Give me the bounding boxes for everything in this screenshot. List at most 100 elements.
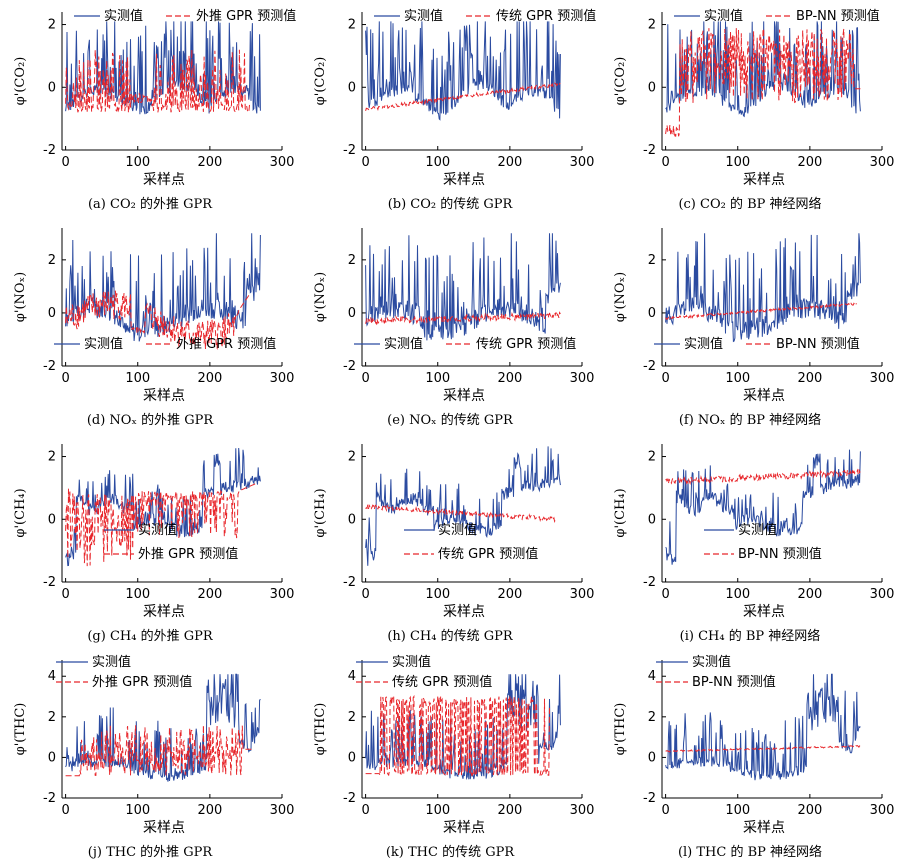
x-axis-label: 采样点: [143, 604, 185, 620]
y-tick-label: -2: [43, 359, 56, 374]
y-tick-label: -2: [643, 143, 656, 158]
series-predicted-line: [65, 482, 257, 567]
y-tick-label: 0: [648, 512, 656, 527]
series-actual-line: [365, 21, 561, 121]
x-tick-label: 100: [725, 371, 750, 386]
legend-pred-label: BP-NN 预测值: [692, 674, 776, 690]
y-tick-label: 2: [48, 18, 56, 33]
y-axis-label: φ'(CO₂): [313, 57, 328, 106]
x-tick-label: 200: [197, 155, 222, 170]
x-axis-label: 采样点: [143, 172, 185, 188]
x-tick-label: 100: [725, 587, 750, 602]
x-tick-label: 0: [361, 155, 369, 170]
x-tick-label: 0: [661, 155, 669, 170]
x-tick-label: 300: [570, 803, 595, 818]
x-tick-label: 300: [270, 371, 295, 386]
series-actual-line: [65, 21, 261, 115]
x-tick-label: 0: [661, 371, 669, 386]
chart-svg-a: -2 0 2 0 100 200 300 采样点 φ'(CO₂) (a) CO₂ 的外推 GPR 实…: [13, 8, 296, 212]
series-predicted-line: [665, 468, 861, 485]
y-tick-label: 4: [348, 669, 356, 684]
chart-svg-g: -2 0 2 0 100 200 300 采样点 φ'(CH₄) (g) CH₄ 的外推 GPR 实…: [13, 444, 294, 644]
series-actual-line: [65, 673, 261, 782]
y-tick-label: -2: [643, 575, 656, 590]
chart-panel-e: -2 0 2 0 100 200 300 采样点 φ'(NOₓ) (e) NOₓ 的传统 GPR 实…: [300, 216, 600, 432]
panel-caption: (e) NOₓ 的传统 GPR: [387, 412, 514, 428]
y-tick-label: -2: [343, 143, 356, 158]
chart-svg-e: -2 0 2 0 100 200 300 采样点 φ'(NOₓ) (e) NOₓ 的传统 GPR 实…: [313, 228, 594, 428]
chart-svg-h: -2 0 2 0 100 200 300 采样点 φ'(CH₄) (h) CH₄ 的传统 GPR 实…: [313, 444, 595, 644]
y-tick-label: 2: [648, 450, 656, 465]
x-tick-label: 0: [361, 803, 369, 818]
legend-pred-label: BP-NN 预测值: [738, 546, 822, 562]
y-tick-label: -2: [43, 575, 56, 590]
x-tick-label: 300: [570, 155, 595, 170]
y-tick-label: -2: [43, 143, 56, 158]
y-axis-label: φ'(THC): [613, 703, 628, 756]
y-tick-label: 2: [348, 450, 356, 465]
chart-svg-c: -2 0 2 0 100 200 300 采样点 φ'(CO₂) (c) CO₂ 的 BP 神经网…: [613, 8, 894, 212]
legend-actual-label: 实测值: [84, 336, 123, 352]
x-tick-label: 0: [61, 587, 69, 602]
legend-actual-label: 实测值: [704, 8, 743, 24]
panel-caption: (c) CO₂ 的 BP 神经网络: [678, 196, 821, 212]
y-tick-label: 2: [648, 710, 656, 725]
panel-caption: (j) THC 的外推 GPR: [88, 844, 214, 860]
y-tick-label: 2: [648, 18, 656, 33]
x-tick-label: 0: [361, 587, 369, 602]
y-axis-label: φ'(THC): [13, 703, 28, 756]
x-tick-label: 0: [61, 803, 69, 818]
x-tick-label: 200: [497, 587, 522, 602]
series-actual-line: [665, 449, 861, 565]
y-tick-label: 0: [48, 750, 56, 765]
y-axis-label: φ'(CH₄): [613, 488, 628, 537]
legend-actual-label: 实测值: [138, 522, 177, 538]
x-tick-label: 300: [870, 587, 895, 602]
x-tick-label: 100: [125, 371, 150, 386]
series-actual-line: [665, 233, 861, 343]
x-tick-label: 200: [797, 371, 822, 386]
x-tick-label: 200: [497, 155, 522, 170]
series-predicted-line: [65, 725, 254, 777]
legend-pred-label: 传统 GPR 预测值: [438, 546, 538, 562]
legend-actual-label: 实测值: [692, 654, 731, 670]
chart-panel-b: -2 0 2 0 100 200 300 采样点 φ'(CO₂) (b) CO₂ 的传统 GPR 实…: [300, 0, 600, 216]
panel-caption: (i) CH₄ 的 BP 神经网络: [680, 628, 821, 644]
x-tick-label: 100: [125, 587, 150, 602]
legend-pred-label: 外推 GPR 预测值: [196, 8, 296, 24]
y-tick-label: 0: [348, 750, 356, 765]
y-tick-label: 2: [48, 450, 56, 465]
y-tick-label: 2: [348, 710, 356, 725]
chart-svg-f: -2 0 2 0 100 200 300 采样点 φ'(NOₓ) (f) NOₓ 的 BP 神经网…: [613, 228, 895, 428]
y-tick-label: 0: [48, 306, 56, 321]
legend-pred-label: 外推 GPR 预测值: [176, 336, 276, 352]
chart-panel-h: -2 0 2 0 100 200 300 采样点 φ'(CH₄) (h) CH₄ 的传统 GPR 实…: [300, 432, 600, 648]
y-axis-label: φ'(NOₓ): [13, 272, 28, 322]
x-tick-label: 100: [125, 803, 150, 818]
y-axis-label: φ'(CH₄): [313, 488, 328, 537]
panel-caption: (h) CH₄ 的传统 GPR: [387, 628, 514, 644]
chart-panel-a: -2 0 2 0 100 200 300 采样点 φ'(CO₂) (a) CO₂ 的外推 GPR 实…: [0, 0, 300, 216]
x-axis-label: 采样点: [143, 820, 185, 836]
legend-pred-label: BP-NN 预测值: [796, 8, 880, 24]
x-axis-label: 采样点: [443, 172, 485, 188]
x-tick-label: 200: [797, 155, 822, 170]
y-axis-label: φ'(NOₓ): [313, 272, 328, 322]
x-tick-label: 0: [361, 371, 369, 386]
legend-actual-label: 实测值: [104, 8, 143, 24]
y-tick-label: 4: [48, 669, 56, 684]
x-tick-label: 300: [870, 803, 895, 818]
chart-panel-i: -2 0 2 0 100 200 300 采样点 φ'(CH₄) (i) CH₄ 的 BP 神经网…: [600, 432, 900, 648]
panel-caption: (f) NOₓ 的 BP 神经网络: [679, 412, 821, 428]
x-tick-label: 300: [570, 587, 595, 602]
panel-caption: (k) THC 的传统 GPR: [386, 844, 516, 860]
legend-pred-label: 传统 GPR 预测值: [392, 674, 492, 690]
x-axis-label: 采样点: [743, 820, 785, 836]
x-tick-label: 300: [870, 371, 895, 386]
chart-svg-d: -2 0 2 0 100 200 300 采样点 φ'(NOₓ) (d) NOₓ 的外推 GPR 实…: [13, 228, 295, 428]
series-actual-line: [365, 233, 561, 341]
y-tick-label: 0: [48, 80, 56, 95]
y-tick-label: 0: [48, 512, 56, 527]
panel-caption: (a) CO₂ 的外推 GPR: [88, 196, 213, 212]
series-actual-line: [65, 447, 261, 567]
